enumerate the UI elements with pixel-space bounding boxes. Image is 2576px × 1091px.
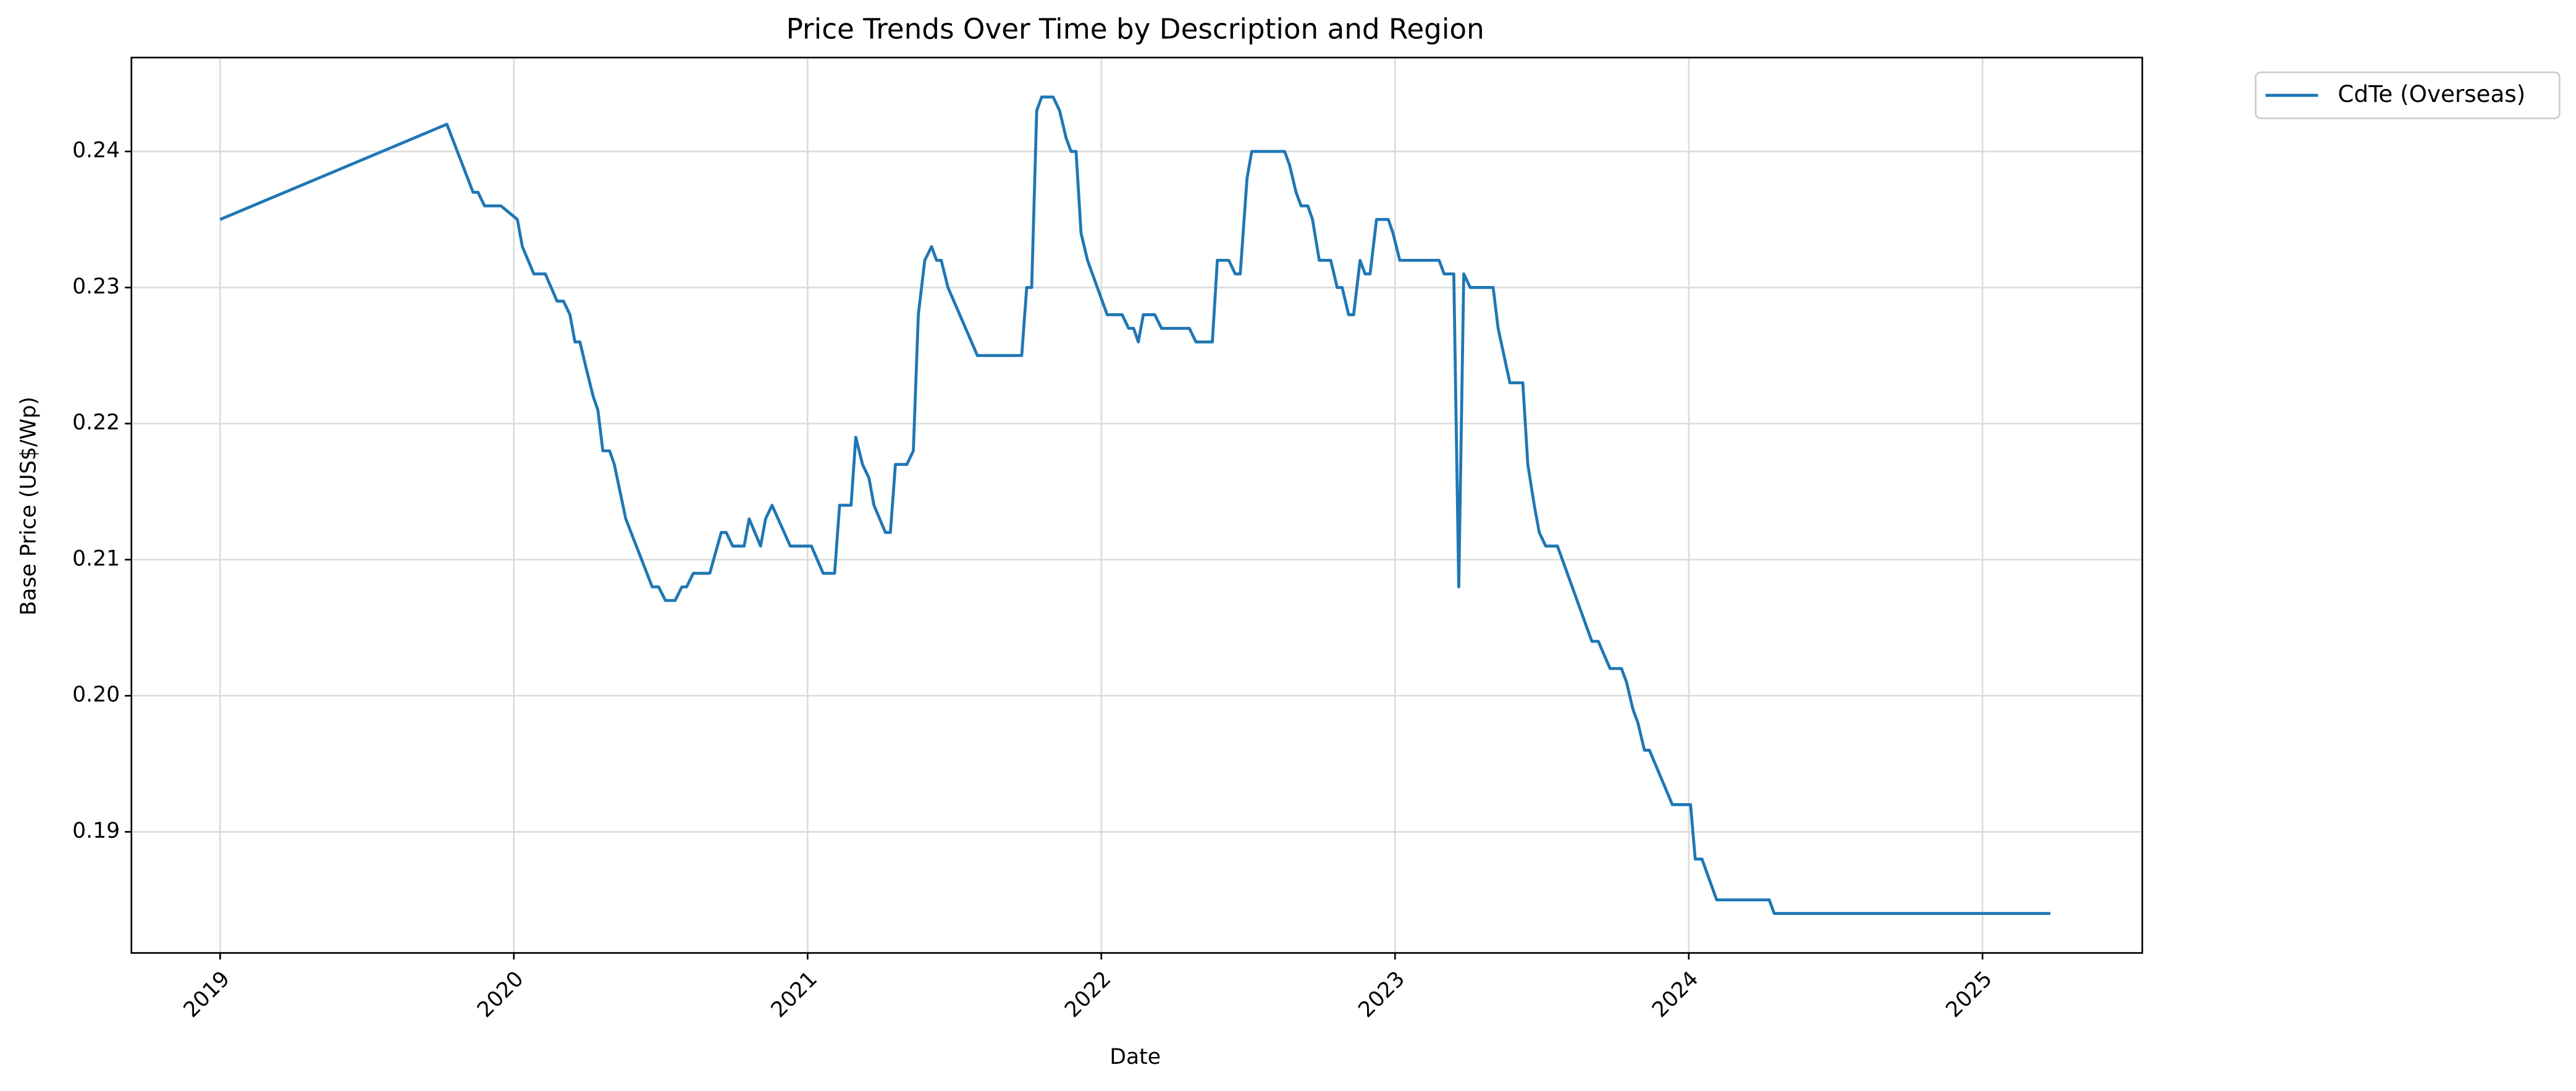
y-tick-label: 0.23 [72, 274, 120, 299]
plot-frame [130, 56, 2144, 954]
x-tick-label: 2025 [1941, 967, 1997, 1022]
x-tick-label: 2021 [767, 967, 822, 1022]
x-tick-label: 2020 [473, 967, 528, 1022]
x-tick-label: 2023 [1354, 967, 1410, 1022]
y-tick-label: 0.21 [72, 546, 120, 571]
y-tick-label: 0.19 [72, 819, 120, 843]
data-line [219, 95, 2051, 916]
legend-box [2255, 71, 2561, 119]
x-tick-label: 2024 [1648, 967, 1703, 1022]
x-tick-label: 2019 [179, 967, 235, 1022]
y-axis-label: Base Price (US$/Wp) [16, 397, 41, 615]
legend-label: CdTe (Overseas) [2338, 80, 2525, 107]
y-tick-label: 0.22 [72, 410, 120, 435]
chart-title: Price Trends Over Time by Description an… [786, 13, 1484, 46]
y-tick-label: 0.20 [72, 683, 120, 707]
x-tick-label: 2022 [1060, 967, 1116, 1022]
x-axis-label: Date [1109, 1045, 1161, 1069]
y-tick-label: 0.24 [72, 138, 120, 163]
